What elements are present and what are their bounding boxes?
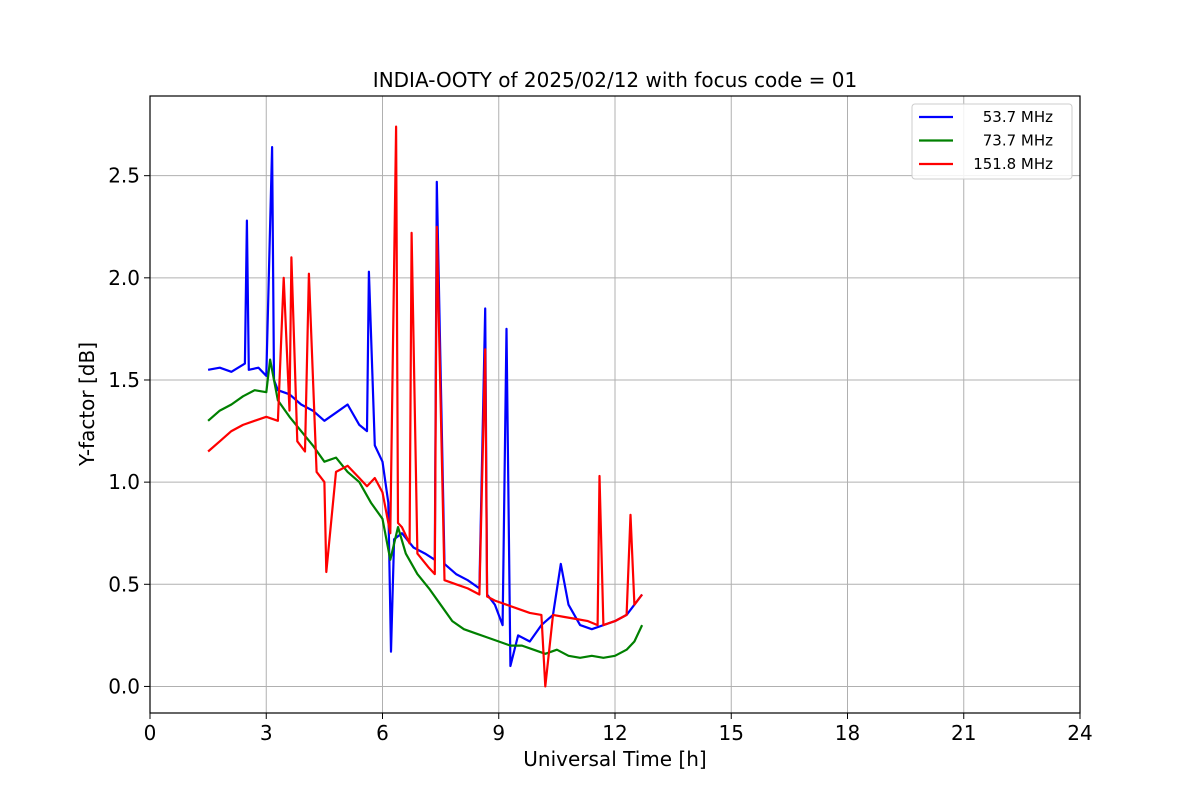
x-tick-label: 9 <box>492 721 505 745</box>
series-line-2 <box>207 358 644 659</box>
chart-title: INDIA-OOTY of 2025/02/12 with focus code… <box>373 68 857 92</box>
x-axis-label: Universal Time [h] <box>523 747 706 771</box>
y-axis: 0.0 0.5 1.0 1.5 2.0 2.5 <box>108 164 150 698</box>
y-axis-label: Y-factor [dB] <box>75 342 99 467</box>
x-tick-label: 0 <box>144 721 157 745</box>
x-tick-label: 12 <box>602 721 627 745</box>
legend: 53.7 MHz 73.7 MHz 151.8 MHz <box>911 103 1073 180</box>
x-tick-label: 21 <box>951 721 976 745</box>
series-line-3 <box>207 125 643 688</box>
series-line-1 <box>207 146 643 668</box>
legend-label: 53.7 MHz <box>983 108 1053 126</box>
y-tick-label: 2.5 <box>108 164 140 188</box>
legend-box <box>911 103 1073 180</box>
x-tick-label: 18 <box>835 721 860 745</box>
y-tick-label: 1.5 <box>108 368 140 392</box>
legend-label: 73.7 MHz <box>983 132 1053 150</box>
y-tick-label: 2.0 <box>108 266 140 290</box>
y-tick-label: 0.5 <box>108 572 140 596</box>
x-tick-label: 24 <box>1067 721 1092 745</box>
legend-label: 151.8 MHz <box>973 155 1053 173</box>
y-tick-label: 0.0 <box>108 674 140 698</box>
x-axis: 0 3 6 9 12 15 18 21 24 <box>144 713 1093 745</box>
series-layer <box>207 125 644 688</box>
y-tick-label: 1.0 <box>108 470 140 494</box>
x-tick-label: 3 <box>260 721 273 745</box>
x-tick-label: 6 <box>376 721 389 745</box>
x-tick-label: 15 <box>719 721 744 745</box>
